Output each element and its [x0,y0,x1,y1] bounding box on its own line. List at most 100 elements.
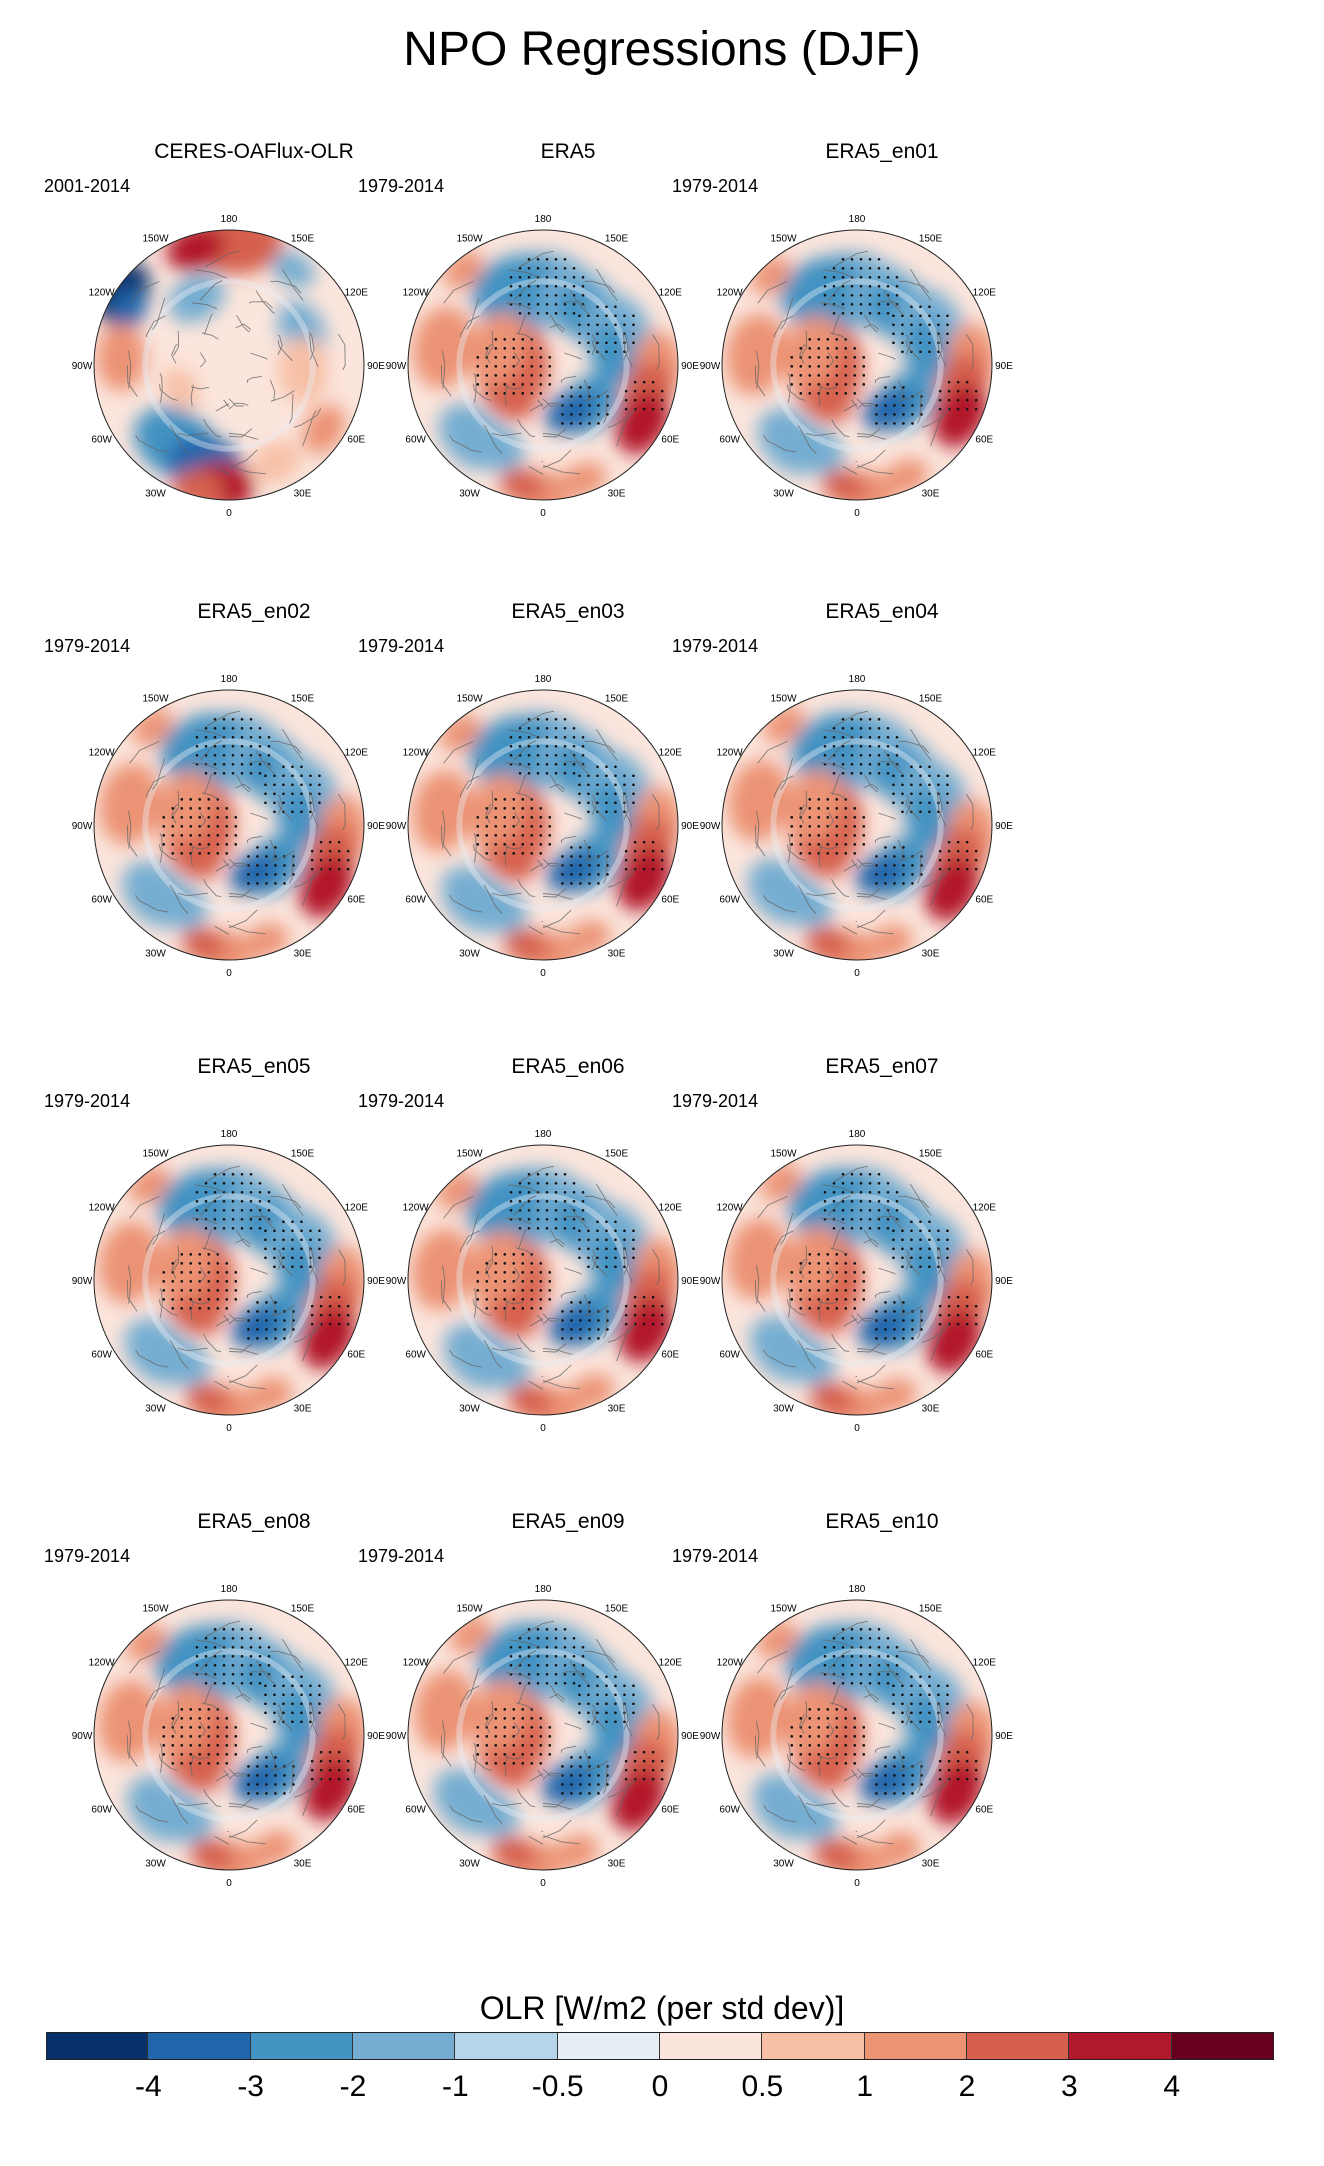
anomaly-region [157,1169,246,1239]
anomaly-region [252,1830,297,1865]
panel-title: ERA5_en10 [825,1510,939,1533]
longitude-label: 60W [91,435,112,446]
colorbar-tick-label: -0.5 [531,2070,584,2103]
longitude-label: 30W [145,488,166,499]
coastlines [437,708,660,935]
panel-period: 1979-2014 [358,636,445,656]
colorbar-tick-label: 3 [1060,2070,1078,2103]
longitude-label: 120W [717,748,744,759]
anomaly-region [162,367,199,410]
longitude-label: 120E [659,288,683,299]
anomaly-region [747,858,814,925]
significance-stipple [790,257,978,425]
longitude-label: 90W [72,1731,93,1742]
anomaly-region [805,926,850,960]
map-outline [721,689,993,961]
panel-title: ERA5_en08 [197,1510,311,1533]
longitude-label: 150W [142,1604,169,1615]
anomaly-region [566,920,611,955]
longitude-label: 30E [922,1858,940,1869]
panel-title: ERA5_en01 [825,140,939,163]
anomaly-region [411,1228,473,1311]
longitude-label: 30W [459,948,480,959]
panel-title: ERA5_en04 [825,600,939,623]
polar-map: 180 150E 120E 90E 60E 30E 0 30W 60W 90W 120W 150W [700,214,1014,519]
anomaly-region [154,1625,243,1695]
longitude-label: 60E [347,435,365,446]
anomaly-region [868,924,913,960]
anomaly-region [124,1318,191,1385]
longitude-label: 30W [459,1858,480,1869]
colorbar-segment [46,2032,149,2060]
anomaly-region [589,780,634,841]
longitude-label: 30E [608,488,626,499]
longitude-label: 120E [973,1658,997,1669]
colorbar-segment [557,2032,660,2060]
longitude-label: 90E [367,361,385,372]
longitude-label: 0 [854,1423,860,1434]
map-panel: CERES-OAFlux-OLR 2001-2014 180 150E 120E 90E 6… [44,140,464,610]
longitude-label: 180 [221,1584,238,1595]
longitude-label: 150W [770,234,797,245]
anomaly-region [554,1834,599,1870]
colorbar-tick-label: -2 [339,2070,367,2103]
panel-title: CERES-OAFlux-OLR [154,140,354,163]
panel-period: 1979-2014 [44,1546,131,1566]
panel-period: 1979-2014 [44,1091,131,1111]
longitude-label: 150W [142,1149,169,1160]
polar-map: 180 150E 120E 90E 60E 30E 0 30W 60W 90W 120W 150W [386,1584,700,1889]
longitude-label: 180 [221,1129,238,1140]
colorbar-tick-label: 4 [1163,2070,1180,2103]
anomaly-region [251,440,302,484]
longitude-label: 180 [849,674,866,685]
colorbar-segment [967,2032,1070,2060]
anomaly-region [757,408,824,475]
map-panel: ERA5_en04 1979-2014 180 150E 120E 90E 60E 30E 0 3… [672,600,1092,1070]
anomaly-region [231,1305,281,1348]
anomaly-region [275,1238,321,1298]
anomaly-region [155,1683,213,1757]
longitude-label: 150E [605,694,629,705]
longitude-label: 150W [456,694,483,705]
coastlines [437,248,660,475]
anomaly-region [160,713,248,783]
longitude-label: 0 [226,508,232,519]
anomaly-region [728,759,790,842]
longitude-label: 30E [608,1858,626,1869]
map-outline [721,229,993,501]
coastlines [751,248,974,475]
significance-stipple [476,1627,664,1795]
longitude-label: 150E [919,1604,943,1615]
anomaly-region [725,313,787,396]
panel-period: 1979-2014 [358,1091,445,1111]
anomaly-region [782,315,841,389]
longitude-label: 0 [540,968,546,979]
anomaly-region [468,1230,527,1304]
anomaly-region [932,383,988,448]
anomaly-region [441,866,507,932]
anomaly-region [414,1669,476,1752]
longitude-label: 30E [294,1858,312,1869]
anomaly-region [433,1768,500,1835]
longitude-label: 60W [405,1350,426,1361]
longitude-label: 60E [661,1805,679,1816]
panel-period: 1979-2014 [672,176,759,196]
longitude-label: 90W [72,1276,93,1287]
anomaly-region [548,1303,598,1346]
anomaly-region [278,336,328,404]
longitude-label: 120E [659,1658,683,1669]
longitude-label: 60E [975,1350,993,1361]
coastlines [123,248,346,475]
anomaly-region [750,1316,816,1382]
longitude-label: 90E [681,821,699,832]
longitude-label: 150E [291,1149,315,1160]
longitude-label: 120E [659,748,683,759]
anomaly-region [752,1773,819,1840]
longitude-label: 30W [145,1403,166,1414]
longitude-label: 30E [922,1403,940,1414]
longitude-label: 60W [719,1805,740,1816]
longitude-label: 60W [91,1805,112,1816]
anomaly-region [617,847,672,911]
panel-period: 1979-2014 [44,636,131,656]
longitude-label: 0 [540,1878,546,1889]
